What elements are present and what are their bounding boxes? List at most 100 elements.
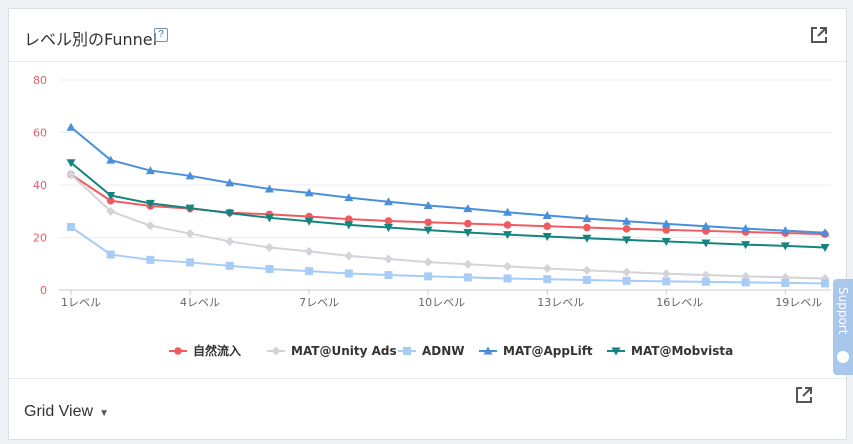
x-tick-label: 1レベル xyxy=(61,296,101,309)
data-point xyxy=(344,221,354,230)
data-point xyxy=(701,277,710,286)
data-point xyxy=(185,204,195,213)
data-point xyxy=(264,214,274,223)
data-point xyxy=(225,178,235,187)
data-point xyxy=(66,159,76,168)
data-point xyxy=(66,122,76,131)
legend-label: MAT@Mobvista xyxy=(631,344,733,358)
data-point xyxy=(463,273,472,282)
support-icon xyxy=(837,351,849,363)
data-point xyxy=(780,242,790,251)
data-point xyxy=(383,197,393,206)
data-point xyxy=(106,192,116,200)
data-point xyxy=(821,279,829,288)
series-line xyxy=(70,161,826,249)
panel-header: レベル別のFunnel ? xyxy=(9,9,846,62)
legend-label: 自然流入 xyxy=(193,343,241,358)
data-point xyxy=(264,184,274,193)
funnel-panel: レベル別のFunnel ? 0 20 40 60 80 1レベル 4レベル 7レベル 10レベル… xyxy=(8,8,847,440)
legend-label: ADNW xyxy=(422,344,465,358)
data-point xyxy=(464,219,472,228)
data-point xyxy=(423,200,433,209)
y-tick-label: 20 xyxy=(33,232,47,245)
data-point xyxy=(186,258,195,267)
data-point xyxy=(543,222,552,231)
data-point xyxy=(344,215,353,223)
data-point xyxy=(185,229,195,239)
data-point xyxy=(661,269,671,279)
series-line xyxy=(70,173,826,280)
data-point xyxy=(344,193,354,202)
data-point xyxy=(145,221,155,231)
panel-title: レベル別のFunnel xyxy=(24,30,158,49)
data-point xyxy=(741,241,751,250)
grid-view-label: Grid View xyxy=(24,403,94,420)
x-tick-label: 4レベル xyxy=(180,296,220,309)
y-tick-label: 80 xyxy=(33,74,47,87)
data-point xyxy=(225,236,235,246)
data-point xyxy=(701,270,711,280)
data-point xyxy=(582,234,592,243)
data-point xyxy=(542,232,552,241)
data-point xyxy=(225,209,235,218)
data-point xyxy=(174,347,182,355)
data-point xyxy=(701,239,711,248)
data-point xyxy=(344,269,353,278)
data-point xyxy=(106,206,116,216)
data-point xyxy=(304,188,314,197)
data-point xyxy=(67,223,75,231)
data-point xyxy=(582,265,592,275)
data-point xyxy=(304,217,314,226)
data-point xyxy=(542,263,552,273)
data-point xyxy=(106,196,115,205)
data-point xyxy=(185,171,195,180)
data-point xyxy=(503,274,512,283)
data-point xyxy=(622,276,631,285)
data-point xyxy=(264,242,274,252)
data-point xyxy=(146,255,155,264)
x-tick-label: 13レベル xyxy=(537,296,584,309)
x-tick-label: 19レベル xyxy=(775,296,822,309)
series-line xyxy=(70,226,826,285)
data-point xyxy=(662,226,671,234)
data-point xyxy=(701,221,711,230)
data-point xyxy=(424,218,432,227)
external-link-icon-footer[interactable] xyxy=(794,385,814,405)
data-point xyxy=(463,229,473,238)
caret-down-icon: ▼ xyxy=(99,408,109,419)
data-point xyxy=(820,273,830,283)
data-point xyxy=(622,225,631,233)
data-point xyxy=(423,257,433,267)
panel-footer: Grid View ▼ xyxy=(9,378,846,440)
data-point xyxy=(384,217,393,225)
support-tab[interactable]: Support xyxy=(833,279,853,375)
grid-view-dropdown[interactable]: Grid View ▼ xyxy=(24,403,109,421)
data-point xyxy=(582,276,591,285)
data-point xyxy=(463,259,473,269)
data-point xyxy=(304,246,314,256)
external-link-icon[interactable] xyxy=(809,25,829,45)
x-tick-label: 7レベル xyxy=(299,296,339,309)
data-point xyxy=(403,347,411,355)
data-point xyxy=(145,199,155,208)
data-point xyxy=(265,265,274,273)
legend-label: MAT@Unity Ads xyxy=(291,344,397,358)
x-tick-label: 16レベル xyxy=(656,296,703,309)
question-icon[interactable]: ? xyxy=(154,28,168,42)
data-point xyxy=(503,207,513,216)
data-point xyxy=(543,275,552,284)
data-point xyxy=(661,219,671,228)
data-point xyxy=(271,346,281,356)
data-point xyxy=(542,210,552,219)
data-point xyxy=(622,236,632,245)
data-point xyxy=(305,267,314,276)
data-point xyxy=(483,346,493,355)
data-point xyxy=(106,155,116,164)
data-point xyxy=(383,224,393,233)
y-tick-label: 0 xyxy=(40,284,47,297)
data-point xyxy=(383,254,393,264)
data-point xyxy=(622,267,632,277)
data-point xyxy=(582,214,592,223)
data-point xyxy=(503,261,513,271)
data-point xyxy=(463,204,473,213)
